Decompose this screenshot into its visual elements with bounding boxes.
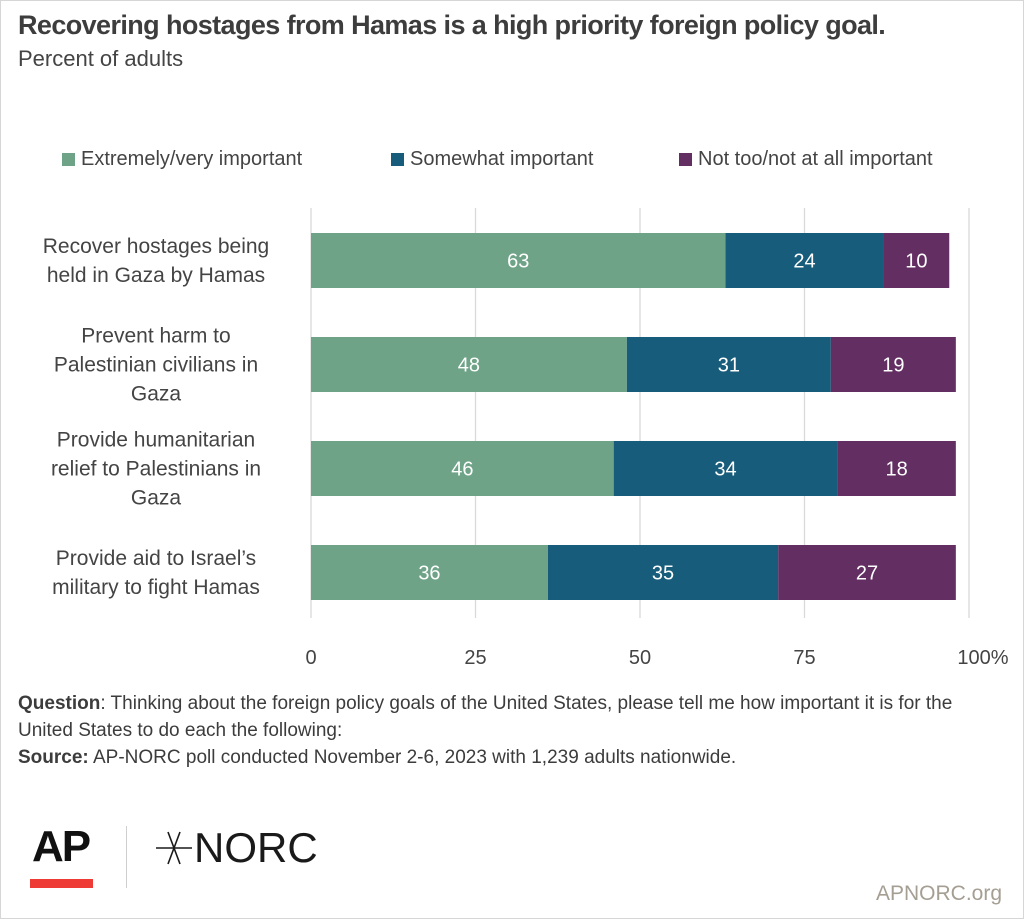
source-label: Source:: [18, 747, 89, 768]
chart-title: Recovering hostages from Hamas is a high…: [18, 10, 886, 40]
logo-divider: [126, 826, 127, 888]
data-label: 31: [718, 355, 740, 377]
stacked-bar-chart: 0 25 50 75 100% 63 24 10 Recover hostages being h…: [43, 208, 1009, 669]
bar-segment: [311, 233, 726, 288]
question-text: : Thinking about the foreign policy goal…: [18, 693, 953, 741]
data-label: 19: [882, 355, 904, 377]
category-label: Recover hostages being held in Gaza by Ha…: [43, 235, 269, 287]
category-label-line: Provide aid to Israel’s: [56, 547, 256, 570]
legend-swatch: [62, 153, 75, 166]
bar-segment: [830, 337, 956, 392]
x-tick-label: 75: [793, 647, 815, 669]
bar-segment: [725, 233, 884, 288]
legend-label: Not too/not at all important: [698, 148, 933, 170]
ap-logo-underline: [30, 879, 93, 888]
norc-logo: NORC: [156, 824, 318, 872]
source-note: Source: AP-NORC poll conducted November …: [18, 744, 1008, 771]
data-label: 36: [418, 563, 440, 585]
legend-item-somewhat: Somewhat important: [391, 148, 593, 171]
category-label-line: held in Gaza by Hamas: [47, 264, 265, 287]
bar-segment: [311, 441, 614, 496]
category-label-line: relief to Palestinians in: [51, 458, 261, 481]
data-label: 46: [451, 459, 473, 481]
legend-label: Somewhat important: [410, 148, 594, 170]
category-label-line: Prevent harm to: [81, 325, 230, 348]
footer-notes: Question: Thinking about the foreign pol…: [18, 690, 1008, 771]
bar-segment: [626, 337, 831, 392]
data-label: 18: [885, 459, 907, 481]
category-label: Prevent harm to Palestinian civilians in G…: [54, 325, 258, 406]
chart-subtitle: Percent of adults: [18, 46, 184, 71]
bar-segment: [837, 441, 956, 496]
x-tick-label: 0: [305, 647, 316, 669]
legend-label: Extremely/very important: [81, 148, 303, 170]
x-tick-label: 25: [464, 647, 486, 669]
legend: Extremely/very important Somewhat import…: [0, 148, 1024, 178]
legend-swatch: [679, 153, 692, 166]
question-note: Question: Thinking about the foreign pol…: [18, 690, 1008, 744]
bar-segment: [613, 441, 838, 496]
bar-segment: [547, 545, 779, 600]
data-label: 10: [905, 251, 927, 273]
source-text: AP-NORC poll conducted November 2-6, 202…: [88, 747, 737, 768]
legend-item-extremely-very: Extremely/very important: [62, 148, 302, 171]
question-label: Question: [18, 693, 101, 714]
bar-segment: [311, 545, 548, 600]
data-label: 35: [652, 563, 674, 585]
legend-item-not-too: Not too/not at all important: [679, 148, 933, 171]
category-label: Provide aid to Israel’s military to fight…: [52, 547, 260, 599]
bar-segment: [311, 337, 627, 392]
site-url: APNORC.org: [875, 882, 1002, 905]
norc-logo-text: NORC: [194, 824, 318, 871]
category-label: Provide humanitarian relief to Palestinia…: [51, 429, 261, 510]
category-label-line: Palestinian civilians in: [54, 354, 258, 377]
category-label-line: Gaza: [131, 383, 182, 406]
legend-swatch: [391, 153, 404, 166]
ap-logo: AP: [32, 822, 91, 871]
data-label: 63: [507, 251, 529, 273]
category-label-line: military to fight Hamas: [52, 576, 260, 599]
data-label: 34: [714, 459, 736, 481]
x-tick-label: 50: [629, 647, 651, 669]
data-label: 24: [793, 251, 815, 273]
bar-segment: [778, 545, 956, 600]
category-label-line: Recover hostages being: [43, 235, 269, 258]
data-label: 48: [458, 355, 480, 377]
data-label: 27: [856, 563, 878, 585]
norc-star-icon: [156, 831, 192, 865]
bar-segment: [883, 233, 950, 288]
category-label-line: Gaza: [131, 487, 182, 510]
category-label-line: Provide humanitarian: [57, 429, 255, 452]
x-tick-label: 100%: [957, 647, 1008, 669]
